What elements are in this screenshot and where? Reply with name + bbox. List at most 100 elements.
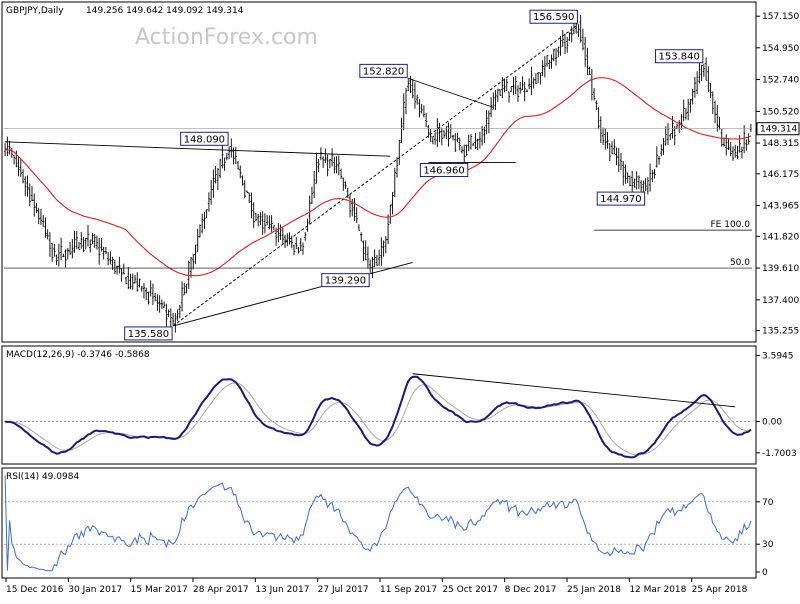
price-bar [691,88,694,105]
price-bar [505,78,508,91]
price-bar [214,165,217,184]
price-bar [458,137,461,151]
price-bar [227,146,231,160]
price-bar [64,249,67,268]
price-bar [583,36,587,67]
price-bar [212,169,215,198]
price-bar [673,126,676,146]
macd-tick-label: -1.7003 [762,449,797,459]
price-bar [216,168,220,191]
price-annotation: 156.590 [529,9,578,24]
price-bar [514,75,517,95]
price-bar [431,135,435,145]
price-bar [595,100,598,111]
price-bar [104,246,108,254]
price-bar [207,192,211,212]
price-bar [326,154,329,177]
price-bar [189,256,193,278]
annotation-box [529,9,578,24]
rsi-panel [1,467,757,579]
price-bar [286,233,289,247]
price-bar [729,141,732,157]
price-bar [221,145,224,169]
price-annotation: 152.820 [359,63,408,78]
price-bar [657,155,661,165]
macd-signal-line [5,382,751,456]
price-bar [409,75,412,94]
price-bar [597,107,600,129]
price-bar [646,177,650,195]
price-bar [89,239,92,253]
price-bar [248,192,251,204]
price-bar [512,77,515,95]
price-bar [194,244,197,265]
symbol-title: GBPJPY,Daily [6,6,64,16]
price-bar [543,56,547,78]
price-bar [384,236,388,254]
price-bar [615,147,618,166]
price-bar [256,213,260,227]
price-bar [265,215,269,226]
price-bar [469,134,473,150]
price-bar [176,309,179,321]
price-bar [465,144,468,156]
price-bar [380,237,383,266]
price-bar [136,272,139,292]
price-bar [391,192,394,215]
price-tick-label: 139.610 [762,264,799,274]
price-bar [133,274,137,284]
price-bar [250,192,253,219]
price-bar [561,29,564,47]
price-bar [577,24,580,38]
price-bar [272,225,276,230]
price-bar [178,304,182,319]
price-bar [185,283,188,294]
price-bar [554,48,558,66]
annotation-box [321,273,370,288]
price-bar [46,229,49,240]
price-bar [525,89,529,92]
price-bar [407,78,410,92]
price-bar [304,232,307,241]
price-tick-label: 152.740 [762,76,799,86]
price-bar [95,235,99,250]
price-bar [530,66,533,96]
price-bar [33,193,36,217]
price-bar [73,230,76,253]
price-bar [355,207,358,223]
annotation-box [180,131,229,146]
price-bar [566,36,569,53]
price-bar [474,132,477,150]
price-bar [353,198,356,222]
price-bar [375,254,379,266]
annotation-text: 146.960 [423,166,464,177]
price-annotation: 135.580 [124,326,173,341]
price-bar [115,265,119,275]
price-bar [601,127,605,146]
ohlc-header: 149.256 149.642 149.092 149.314 [86,6,244,16]
x-tick-label: 30 Jan 2017 [68,585,122,595]
price-bar [424,113,428,127]
price-bar [682,99,685,122]
price-bar [24,176,27,197]
price-bar [171,313,175,326]
annotation-box [359,63,408,78]
price-bar [510,85,513,92]
macd-title: MACD(12,26,9) -0.3746 -0.5868 [6,350,150,360]
price-bar [234,146,237,165]
price-bar [727,139,730,150]
annotation-box [419,163,469,178]
price-bar [736,145,739,160]
price-bar [633,178,636,188]
rsi-tick-label: 30 [762,540,774,550]
price-bar [738,135,741,153]
price-bar [66,247,70,260]
price-bar [494,90,497,111]
price-bar [196,228,199,253]
price-bar [321,156,325,169]
price-bar [507,91,511,103]
price-annotation: 148.090 [180,131,229,146]
watermark: ActionForex.com [135,25,318,50]
annotation-text: 148.090 [184,134,225,145]
price-bar [485,110,488,135]
